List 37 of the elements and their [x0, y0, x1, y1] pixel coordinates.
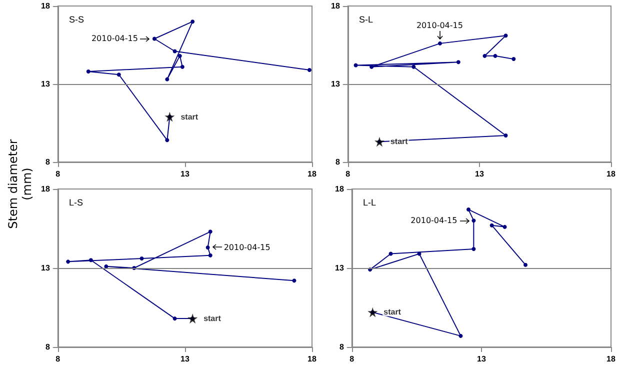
text: L-S: [69, 198, 84, 208]
y-tick-label: 8: [45, 342, 50, 352]
x-tick-label: 13: [180, 170, 190, 178]
text: S-S: [69, 14, 84, 24]
y-axis-title: Stem diameter (mm): [6, 138, 34, 231]
y-tick-label: 8: [45, 158, 50, 166]
annotation: 2010-04-15: [416, 21, 463, 30]
series-label: start: [180, 112, 198, 122]
y-tick-label: 13: [334, 264, 344, 272]
text: S-L: [359, 14, 374, 24]
x-tick-label: 18: [606, 354, 616, 364]
x-tick-label: 18: [308, 354, 317, 364]
annotation: 2010-04-15: [410, 216, 458, 226]
x-tick-label: 8: [56, 170, 61, 178]
annotation: 2010-04-15: [224, 242, 270, 252]
x-tick-label: 13: [180, 354, 190, 364]
series-label: start: [390, 137, 408, 146]
x-tick-label: 8: [346, 170, 351, 178]
y-tick-label: 18: [334, 184, 344, 194]
series-label: start: [204, 314, 222, 324]
x-tick-label: 18: [308, 170, 317, 178]
series-label: start: [384, 308, 402, 317]
x-tick-label: 8: [350, 354, 355, 364]
y-tick-label: 18: [40, 184, 50, 194]
y-tick-label: 8: [335, 158, 340, 166]
x-tick-label: 18: [606, 170, 616, 178]
x-tick-label: 13: [474, 170, 484, 178]
text: L-L: [363, 198, 376, 208]
y-tick-label: 18: [330, 2, 340, 10]
x-tick-label: 8: [56, 354, 61, 364]
y-tick-label: 13: [40, 264, 50, 272]
annotation: 2010-04-15: [91, 34, 138, 44]
x-tick-label: 13: [476, 354, 486, 364]
y-tick-label: 13: [40, 80, 50, 88]
y-tick-label: 18: [40, 2, 50, 10]
y-tick-label: 13: [330, 80, 340, 88]
y-tick-label: 8: [339, 342, 344, 352]
